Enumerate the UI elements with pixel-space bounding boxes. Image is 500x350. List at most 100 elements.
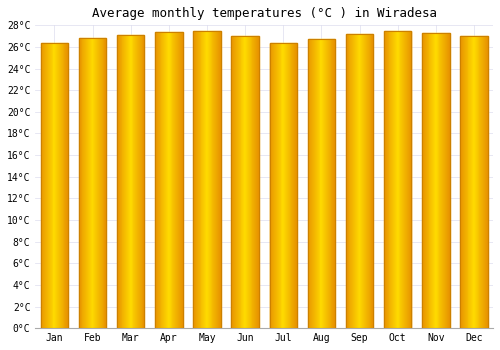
Bar bbox=[422, 33, 450, 328]
Bar bbox=[324, 39, 325, 328]
Bar bbox=[482, 36, 483, 328]
Bar bbox=[47, 43, 48, 328]
Bar bbox=[471, 36, 472, 328]
Bar bbox=[447, 33, 448, 328]
Bar bbox=[237, 36, 238, 328]
Bar bbox=[87, 38, 88, 328]
Bar bbox=[240, 36, 242, 328]
Bar bbox=[410, 31, 412, 328]
Bar bbox=[66, 43, 67, 328]
Bar bbox=[169, 32, 170, 328]
Bar bbox=[384, 31, 411, 328]
Bar bbox=[438, 33, 440, 328]
Bar bbox=[350, 34, 352, 328]
Bar bbox=[286, 43, 287, 328]
Bar bbox=[460, 36, 487, 328]
Bar bbox=[215, 31, 216, 328]
Bar bbox=[394, 31, 395, 328]
Bar bbox=[275, 43, 276, 328]
Bar bbox=[334, 39, 335, 328]
Bar bbox=[294, 43, 295, 328]
Bar bbox=[480, 36, 482, 328]
Bar bbox=[140, 35, 141, 328]
Bar bbox=[407, 31, 408, 328]
Bar bbox=[245, 36, 246, 328]
Bar bbox=[218, 31, 219, 328]
Bar bbox=[216, 31, 217, 328]
Bar bbox=[101, 38, 102, 328]
Bar bbox=[364, 34, 365, 328]
Bar bbox=[256, 36, 257, 328]
Bar bbox=[60, 43, 61, 328]
Bar bbox=[346, 34, 374, 328]
Bar bbox=[288, 43, 290, 328]
Bar bbox=[396, 31, 397, 328]
Bar bbox=[273, 43, 274, 328]
Bar bbox=[204, 31, 205, 328]
Bar bbox=[202, 31, 203, 328]
Bar bbox=[198, 31, 200, 328]
Bar bbox=[354, 34, 355, 328]
Bar bbox=[167, 32, 168, 328]
Bar bbox=[86, 38, 87, 328]
Bar bbox=[312, 39, 313, 328]
Bar bbox=[130, 35, 132, 328]
Bar bbox=[255, 36, 256, 328]
Bar bbox=[328, 39, 330, 328]
Bar bbox=[124, 35, 125, 328]
Bar bbox=[136, 35, 137, 328]
Bar bbox=[207, 31, 208, 328]
Bar bbox=[276, 43, 277, 328]
Bar bbox=[425, 33, 426, 328]
Bar bbox=[444, 33, 445, 328]
Bar bbox=[134, 35, 135, 328]
Bar bbox=[485, 36, 486, 328]
Bar bbox=[320, 39, 322, 328]
Bar bbox=[348, 34, 350, 328]
Bar bbox=[46, 43, 47, 328]
Bar bbox=[277, 43, 278, 328]
Bar bbox=[176, 32, 177, 328]
Bar bbox=[423, 33, 424, 328]
Bar bbox=[290, 43, 292, 328]
Bar bbox=[448, 33, 450, 328]
Bar bbox=[56, 43, 57, 328]
Bar bbox=[367, 34, 368, 328]
Bar bbox=[330, 39, 332, 328]
Bar bbox=[238, 36, 240, 328]
Bar bbox=[40, 43, 42, 328]
Bar bbox=[362, 34, 363, 328]
Bar bbox=[257, 36, 258, 328]
Bar bbox=[464, 36, 465, 328]
Bar bbox=[195, 31, 196, 328]
Bar bbox=[118, 35, 119, 328]
Bar bbox=[45, 43, 46, 328]
Bar bbox=[346, 34, 348, 328]
Bar bbox=[385, 31, 386, 328]
Bar bbox=[155, 32, 156, 328]
Bar bbox=[474, 36, 475, 328]
Bar bbox=[166, 32, 167, 328]
Bar bbox=[368, 34, 370, 328]
Bar bbox=[428, 33, 430, 328]
Bar bbox=[82, 38, 84, 328]
Bar bbox=[483, 36, 484, 328]
Bar bbox=[487, 36, 488, 328]
Bar bbox=[193, 31, 220, 328]
Bar bbox=[100, 38, 101, 328]
Bar bbox=[357, 34, 358, 328]
Bar bbox=[52, 43, 54, 328]
Bar bbox=[177, 32, 178, 328]
Bar bbox=[84, 38, 85, 328]
Bar bbox=[88, 38, 89, 328]
Bar bbox=[247, 36, 248, 328]
Bar bbox=[270, 43, 297, 328]
Bar bbox=[50, 43, 51, 328]
Bar bbox=[432, 33, 433, 328]
Bar bbox=[232, 36, 259, 328]
Bar bbox=[42, 43, 43, 328]
Bar bbox=[242, 36, 244, 328]
Bar bbox=[366, 34, 367, 328]
Bar bbox=[59, 43, 60, 328]
Bar bbox=[434, 33, 435, 328]
